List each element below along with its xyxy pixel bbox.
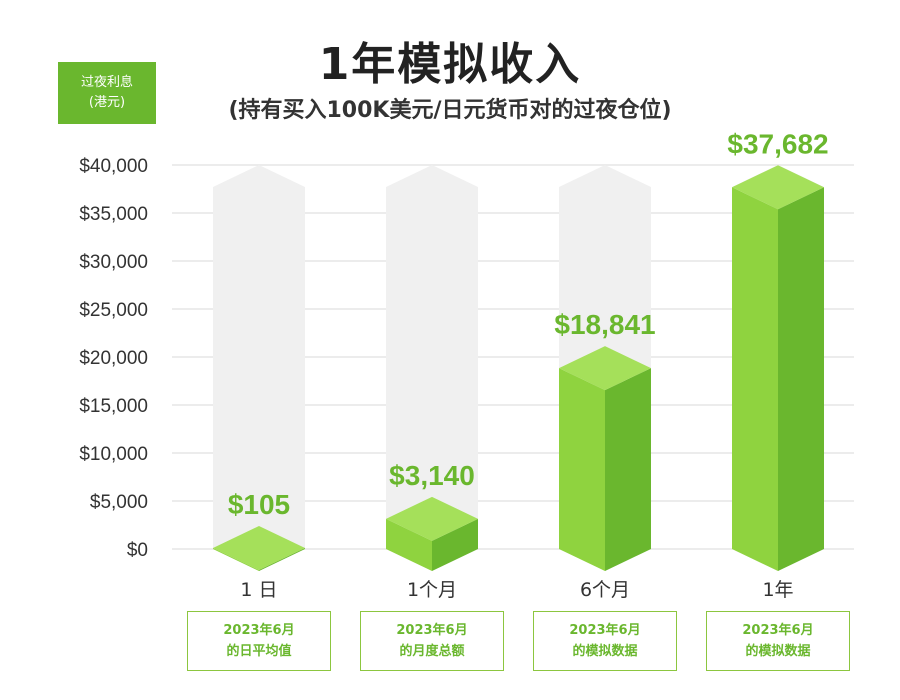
note-box-4: 2023年6月 的模拟数据 [706, 611, 850, 671]
value-labels: $105 $3,140 $18,841 $37,682 [228, 128, 829, 520]
x-tick-label: 1年 [762, 579, 793, 601]
note-1-line1: 2023年6月 [223, 623, 295, 638]
y-tick-label: $10,000 [79, 444, 148, 465]
note-4-line2: 的模拟数据 [745, 644, 811, 659]
unit-label-line2: (港元) [88, 95, 126, 110]
bar-front-face [386, 518, 432, 571]
value-label: $18,841 [554, 309, 655, 340]
background-column [213, 165, 305, 571]
y-tick-label: $20,000 [79, 348, 148, 369]
bar-top-face [386, 496, 478, 541]
note-box-2: 2023年6月 的月度总额 [360, 611, 504, 671]
note-3-line2: 的模拟数据 [572, 644, 638, 659]
x-tick-label: 6个月 [580, 579, 630, 601]
bar [386, 496, 478, 571]
y-tick-label: $40,000 [79, 156, 148, 177]
value-label: $3,140 [389, 460, 475, 491]
bar-side-face [259, 547, 305, 571]
bar-top-face [732, 165, 824, 210]
bar [213, 525, 305, 571]
bar-side-face [605, 368, 651, 571]
y-axis-ticks: $0 $5,000 $10,000 $15,000 $20,000 $25,000 $30,… [79, 156, 148, 561]
bar-front-face [559, 368, 605, 571]
note-3-line1: 2023年6月 [569, 623, 641, 638]
bar-top-face [213, 525, 305, 570]
bar-side-face [432, 518, 478, 571]
chart-title: 1年模拟收入 [318, 39, 582, 90]
note-box-1: 2023年6月 的日平均值 [187, 611, 331, 671]
y-tick-label: $25,000 [79, 300, 148, 321]
y-tick-label: $0 [127, 540, 148, 561]
y-tick-label: $15,000 [79, 396, 148, 417]
note-2-line1: 2023年6月 [396, 623, 468, 638]
unit-label-line1: 过夜利息 [80, 75, 133, 90]
x-tick-label: 1个月 [407, 579, 457, 601]
bar [559, 346, 651, 571]
bar [732, 165, 824, 571]
bar-front-face [732, 187, 778, 571]
background-column [386, 165, 478, 571]
x-tick-label: 1 日 [240, 579, 277, 601]
value-label: $37,682 [727, 128, 828, 159]
note-box-3: 2023年6月 的模拟数据 [533, 611, 677, 671]
y-tick-label: $5,000 [90, 492, 148, 513]
bar-front-face [213, 547, 259, 571]
note-1-line2: 的日平均值 [226, 644, 292, 659]
y-tick-label: $35,000 [79, 204, 148, 225]
note-2-line2: 的月度总额 [399, 644, 465, 659]
unit-label-box: 过夜利息 (港元) [58, 62, 156, 124]
bar-top-face [559, 346, 651, 391]
bar-side-face [778, 187, 824, 571]
value-label: $105 [228, 489, 290, 520]
bars [213, 165, 824, 571]
note-4-line1: 2023年6月 [742, 623, 814, 638]
x-axis-ticks: 1 日 1个月 6个月 1年 [240, 579, 793, 601]
y-tick-label: $30,000 [79, 252, 148, 273]
chart-subtitle: (持有买入100K美元/日元货币对的过夜仓位) [228, 98, 672, 123]
